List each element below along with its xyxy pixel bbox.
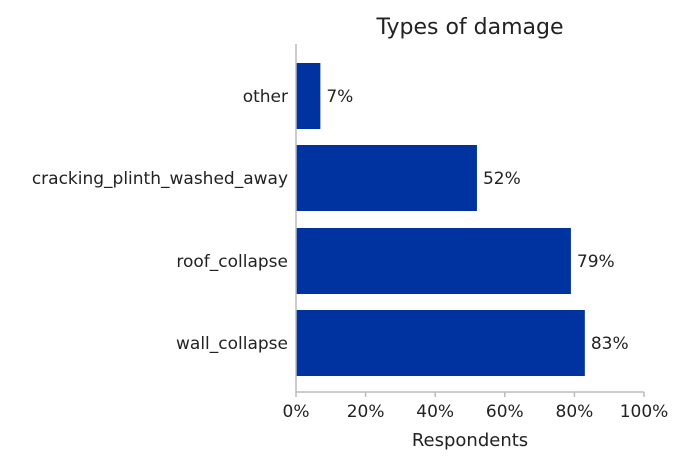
- bar-other: [296, 63, 321, 129]
- category-label: cracking_plinth_washed_away: [32, 169, 288, 189]
- x-ticks-group: 0% 20% 40% 60% 80% 100%: [283, 392, 669, 422]
- bar-wall_collapse: [296, 310, 585, 376]
- data-label: 7%: [326, 87, 353, 107]
- bar-cracking_plinth_washed_away: [296, 145, 477, 211]
- x-tick-label: 20%: [347, 402, 385, 422]
- bars-group: other 7% cracking_plinth_washed_away 52% roo…: [32, 63, 629, 376]
- chart-title: Types of damage: [375, 15, 563, 40]
- data-label: 52%: [483, 169, 521, 189]
- category-label: wall_collapse: [176, 334, 288, 354]
- category-label: other: [243, 87, 288, 107]
- x-tick-label: 40%: [416, 402, 454, 422]
- category-label: roof_collapse: [176, 252, 288, 272]
- x-tick-label: 0%: [283, 402, 310, 422]
- x-tick-label: 100%: [620, 402, 669, 422]
- data-label: 83%: [591, 334, 629, 354]
- bar-roof_collapse: [296, 228, 571, 294]
- x-tick-label: 80%: [556, 402, 594, 422]
- data-label: 79%: [577, 252, 615, 272]
- x-axis-label: Respondents: [412, 430, 528, 451]
- x-tick-label: 60%: [486, 402, 524, 422]
